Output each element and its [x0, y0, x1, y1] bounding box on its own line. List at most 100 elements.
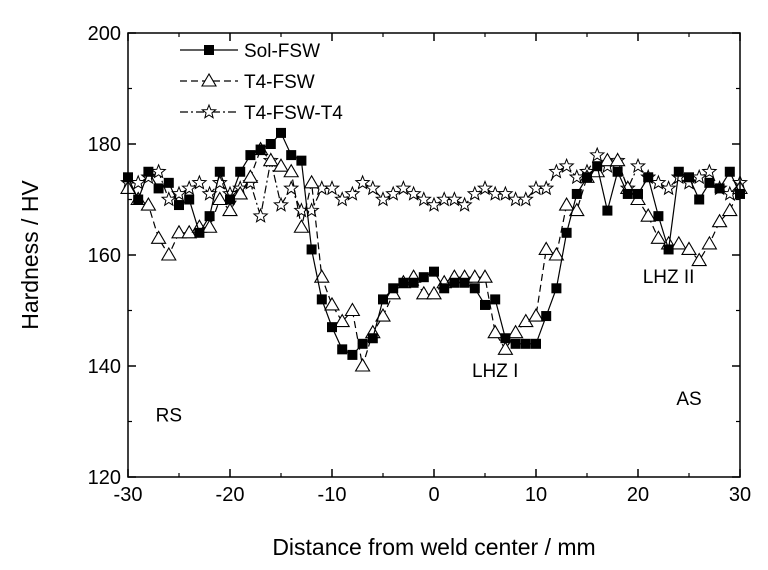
- x-tick-label: 0: [428, 484, 439, 506]
- data-point: [204, 211, 215, 222]
- data-point: [163, 177, 174, 188]
- data-point: [582, 172, 592, 183]
- data-point: [633, 188, 643, 199]
- data-point: [469, 283, 480, 294]
- legend-label: T4-FSW-T4: [244, 103, 343, 124]
- data-point: [153, 183, 164, 194]
- data-point: [286, 150, 297, 161]
- data-point: [643, 172, 654, 183]
- data-point: [640, 208, 657, 222]
- data-point: [337, 344, 348, 355]
- data-point: [334, 191, 351, 207]
- x-tick-label: 20: [627, 484, 649, 506]
- data-point: [306, 244, 317, 255]
- data-point: [160, 246, 177, 261]
- data-point: [130, 174, 147, 190]
- data-point: [670, 235, 687, 250]
- data-point: [398, 277, 409, 288]
- data-point: [222, 202, 238, 217]
- data-point: [497, 341, 514, 355]
- data-point: [538, 180, 555, 196]
- data-point: [571, 188, 582, 199]
- x-tick-label: 30: [729, 484, 751, 506]
- data-point: [684, 172, 694, 183]
- data-point: [568, 168, 585, 185]
- data-point: [252, 207, 269, 223]
- data-point: [466, 269, 483, 283]
- data-point: [629, 157, 647, 174]
- data-point: [711, 213, 728, 228]
- data-point: [490, 294, 501, 305]
- data-point: [143, 166, 154, 177]
- data-point: [133, 194, 144, 205]
- annotation-label: RS: [156, 406, 182, 427]
- legend-marker: [201, 72, 217, 87]
- data-point: [140, 196, 157, 211]
- data-point: [283, 180, 300, 196]
- x-tick-label: -20: [216, 484, 245, 506]
- data-point: [714, 183, 725, 194]
- data-point: [510, 338, 521, 349]
- data-point: [541, 311, 552, 322]
- data-point: [364, 180, 381, 196]
- data-point: [548, 246, 565, 261]
- x-tick-label: -30: [114, 484, 143, 506]
- data-point: [255, 144, 266, 155]
- series-layer: [119, 127, 749, 372]
- data-point: [344, 185, 361, 201]
- data-point: [245, 150, 256, 161]
- annotation-label: LHZ II: [643, 267, 695, 288]
- data-point: [323, 180, 341, 196]
- data-point: [517, 191, 534, 207]
- data-point: [520, 338, 531, 349]
- y-tick-label: 200: [88, 23, 121, 45]
- data-point: [357, 338, 368, 349]
- data-point: [184, 194, 195, 205]
- data-point: [378, 294, 388, 305]
- data-point: [265, 139, 276, 149]
- annotation-label: LHZ I: [472, 361, 518, 382]
- y-tick-label: 120: [88, 467, 121, 489]
- tick-labels: -30 -20 -10 0 10 20 30 120 140 160 180 200: [88, 23, 752, 506]
- data-point: [225, 194, 235, 205]
- data-point: [174, 200, 184, 211]
- data-point: [313, 269, 330, 283]
- data-point: [211, 174, 228, 190]
- y-axis-title: Hardness / HV: [17, 180, 43, 330]
- data-point: [589, 146, 606, 162]
- x-tick-label: -10: [318, 484, 347, 506]
- data-point: [201, 219, 218, 233]
- data-point: [558, 157, 575, 174]
- data-point: [316, 294, 327, 305]
- data-point: [704, 177, 715, 188]
- data-point: [456, 196, 473, 212]
- data-point: [602, 205, 613, 216]
- data-point: [405, 185, 422, 201]
- data-point: [653, 211, 664, 222]
- data-point: [650, 174, 667, 190]
- data-point: [673, 166, 684, 177]
- data-point: [415, 285, 432, 300]
- data-point: [276, 127, 286, 138]
- data-point: [150, 163, 167, 179]
- legend: Sol-FSW T4-FSW T4-FSW-T4: [180, 41, 343, 124]
- data-point: [170, 185, 188, 201]
- data-point: [538, 241, 555, 255]
- data-point: [262, 152, 279, 167]
- data-point: [415, 191, 432, 207]
- data-point: [487, 324, 504, 339]
- legend-label: Sol-FSW: [244, 41, 320, 62]
- data-point: [561, 227, 572, 238]
- data-point: [439, 283, 450, 294]
- data-point: [528, 307, 544, 322]
- data-point: [548, 163, 565, 179]
- y-tick-label: 140: [88, 356, 121, 378]
- data-point: [418, 272, 429, 283]
- data-point: [446, 191, 463, 207]
- data-point: [425, 196, 443, 212]
- data-point: [324, 296, 340, 311]
- data-point: [232, 185, 249, 200]
- data-point: [480, 299, 490, 310]
- data-point: [395, 180, 412, 196]
- annotation-label: AS: [676, 389, 701, 410]
